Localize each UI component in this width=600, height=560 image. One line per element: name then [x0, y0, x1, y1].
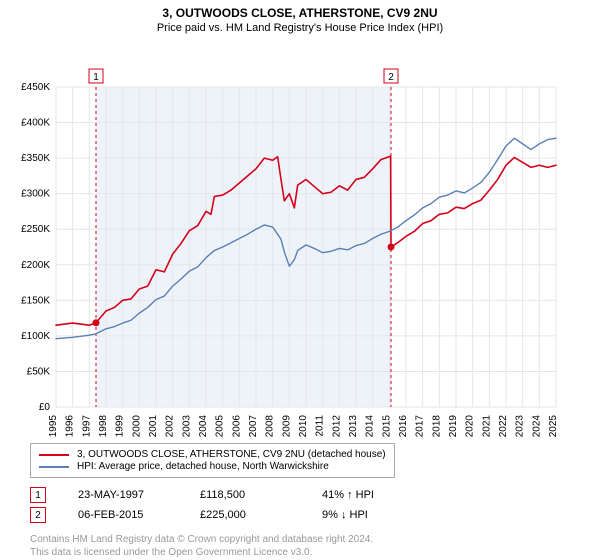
svg-text:£400K: £400K [21, 118, 50, 129]
svg-text:2010: 2010 [298, 415, 309, 438]
svg-text:2020: 2020 [465, 415, 476, 438]
chart-title: 3, OUTWOODS CLOSE, ATHERSTONE, CV9 2NU [0, 0, 600, 20]
svg-text:£100K: £100K [21, 331, 50, 342]
svg-text:£450K: £450K [21, 82, 50, 93]
sale-price: £118,500 [200, 489, 290, 501]
svg-text:1999: 1999 [115, 415, 126, 438]
attribution: Contains HM Land Registry data © Crown c… [30, 533, 373, 559]
sales-table: 1 23-MAY-1997 £118,500 41% ↑ HPI 2 06-FEB-201… [30, 483, 412, 527]
svg-text:£250K: £250K [21, 224, 50, 235]
sale-row: 2 06-FEB-2015 £225,000 9% ↓ HPI [30, 507, 412, 523]
svg-text:1995: 1995 [48, 415, 59, 438]
svg-text:£0: £0 [39, 402, 51, 413]
sale-price: £225,000 [200, 509, 290, 521]
sale-delta: 41% ↑ HPI [322, 489, 412, 501]
svg-text:2011: 2011 [315, 415, 326, 437]
legend: 3, OUTWOODS CLOSE, ATHERSTONE, CV9 2NU (… [30, 443, 395, 478]
svg-text:2004: 2004 [198, 415, 209, 438]
svg-text:2003: 2003 [181, 415, 192, 438]
svg-text:2024: 2024 [531, 415, 542, 438]
svg-text:2007: 2007 [248, 415, 259, 438]
svg-text:2009: 2009 [281, 415, 292, 438]
svg-text:1997: 1997 [81, 415, 92, 438]
sale-date: 23-MAY-1997 [78, 489, 168, 501]
sale-marker-icon: 2 [30, 507, 46, 523]
svg-text:2017: 2017 [415, 415, 426, 438]
attribution-line-2: This data is licensed under the Open Gov… [30, 546, 373, 559]
svg-text:2006: 2006 [231, 415, 242, 438]
legend-swatch [39, 466, 69, 468]
sale-row: 1 23-MAY-1997 £118,500 41% ↑ HPI [30, 487, 412, 503]
svg-text:1998: 1998 [98, 415, 109, 438]
legend-item: HPI: Average price, detached house, Nort… [39, 461, 386, 472]
svg-text:2002: 2002 [165, 415, 176, 438]
svg-text:2013: 2013 [348, 415, 359, 438]
svg-text:2019: 2019 [448, 415, 459, 438]
svg-text:£200K: £200K [21, 260, 50, 271]
legend-item: 3, OUTWOODS CLOSE, ATHERSTONE, CV9 2NU (… [39, 449, 386, 460]
svg-text:£150K: £150K [21, 295, 50, 306]
svg-text:2: 2 [388, 72, 394, 83]
svg-text:1996: 1996 [65, 415, 76, 438]
svg-text:2025: 2025 [548, 415, 559, 438]
svg-text:2014: 2014 [365, 415, 376, 438]
svg-text:1: 1 [93, 72, 99, 83]
svg-text:2022: 2022 [498, 415, 509, 438]
sale-marker-icon: 1 [30, 487, 46, 503]
svg-text:2001: 2001 [148, 415, 159, 438]
legend-label: HPI: Average price, detached house, Nort… [77, 461, 329, 472]
svg-text:2005: 2005 [215, 415, 226, 438]
svg-text:£350K: £350K [21, 153, 50, 164]
svg-text:£50K: £50K [27, 366, 51, 377]
svg-text:2023: 2023 [515, 415, 526, 438]
legend-label: 3, OUTWOODS CLOSE, ATHERSTONE, CV9 2NU (… [77, 449, 386, 460]
sale-delta: 9% ↓ HPI [322, 509, 412, 521]
sale-date: 06-FEB-2015 [78, 509, 168, 521]
legend-swatch [39, 454, 69, 456]
price-chart: £0 £50K £100K £150K £200K £250K £300K £350K £400… [0, 37, 568, 439]
svg-text:2015: 2015 [381, 415, 392, 438]
svg-text:2018: 2018 [431, 415, 442, 438]
attribution-line-1: Contains HM Land Registry data © Crown c… [30, 533, 373, 546]
chart-subtitle: Price paid vs. HM Land Registry's House … [0, 20, 600, 38]
svg-text:2012: 2012 [331, 415, 342, 438]
svg-text:£300K: £300K [21, 189, 50, 200]
svg-text:2016: 2016 [398, 415, 409, 438]
svg-text:2000: 2000 [131, 415, 142, 438]
svg-text:2008: 2008 [265, 415, 276, 438]
svg-text:2021: 2021 [481, 415, 492, 438]
